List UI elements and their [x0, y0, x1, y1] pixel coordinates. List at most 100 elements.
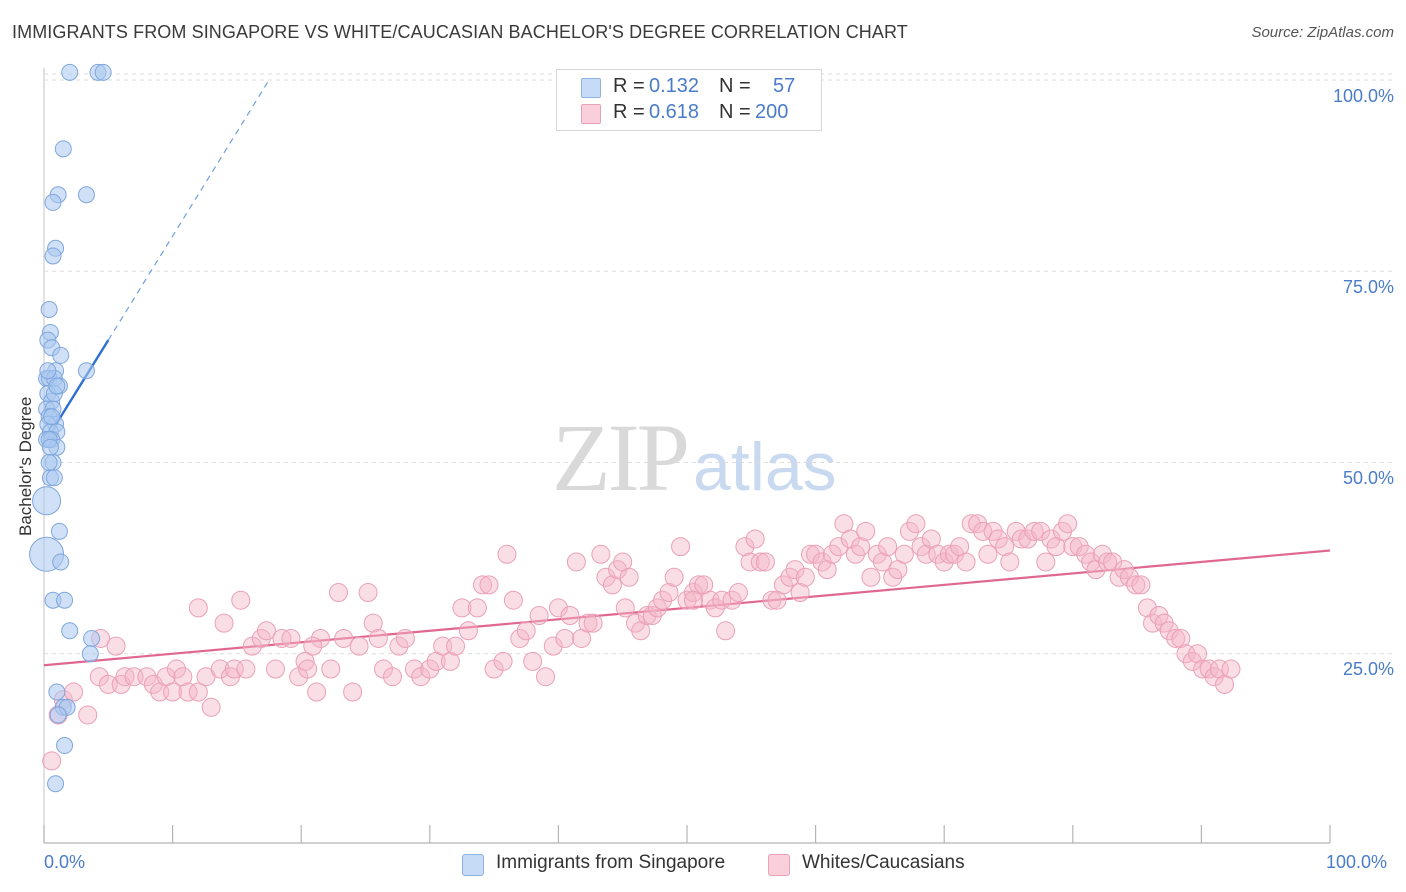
data-point-caucasian: [334, 628, 354, 648]
data-point-caucasian: [201, 697, 221, 717]
data-point-caucasian: [728, 583, 748, 603]
data-point-caucasian: [166, 659, 186, 679]
data-point-caucasian: [446, 636, 466, 656]
data-point-caucasian: [536, 667, 556, 687]
gridlines: [44, 73, 1392, 655]
data-point-caucasian: [343, 682, 363, 702]
data-point-singapore: [50, 522, 68, 540]
data-point-caucasian: [790, 583, 810, 603]
watermark-zip: ZIP: [552, 404, 690, 511]
data-point-caucasian: [516, 621, 536, 641]
legend-r-label: R =: [613, 75, 645, 97]
data-point-caucasian: [637, 606, 657, 625]
data-point-caucasian: [395, 628, 415, 648]
data-point-singapore: [56, 737, 74, 755]
bottom-legend-swatch-caucasian: [768, 854, 790, 876]
data-point-singapore: [44, 247, 62, 265]
data-point-caucasian: [231, 590, 251, 610]
data-point-caucasian: [583, 613, 603, 633]
data-point-caucasian: [503, 590, 523, 610]
data-point-caucasian: [785, 560, 805, 580]
legend: R = 0.132 N = 57 R = 0.618 N = 200: [556, 69, 822, 131]
data-point-caucasian: [659, 583, 679, 603]
data-point-caucasian: [705, 598, 725, 618]
data-point-caucasian: [822, 544, 842, 564]
legend-swatch-singapore: [581, 78, 601, 98]
data-point-caucasian: [615, 598, 635, 618]
data-point-caucasian: [363, 613, 383, 633]
data-point-caucasian: [956, 552, 976, 572]
data-point-caucasian: [1221, 659, 1241, 679]
data-point-caucasian: [543, 636, 563, 656]
data-point-caucasian: [298, 659, 318, 679]
data-point-caucasian: [440, 651, 460, 671]
data-point-caucasian: [1058, 514, 1078, 534]
data-point-caucasian: [829, 537, 849, 557]
data-point-caucasian: [712, 590, 732, 610]
data-point-caucasian: [78, 705, 98, 725]
data-point-caucasian: [236, 659, 256, 679]
chart-title: IMMIGRANTS FROM SINGAPORE VS WHITE/CAUCA…: [12, 22, 908, 42]
data-point-caucasian: [806, 544, 826, 564]
data-point-caucasian: [389, 636, 409, 656]
data-point-caucasian: [578, 613, 598, 633]
data-point-caucasian: [1171, 628, 1191, 648]
data-point-caucasian: [602, 575, 622, 595]
legend-n-label: N =: [719, 101, 751, 123]
data-point-caucasian: [1137, 598, 1157, 618]
data-point-caucasian: [995, 537, 1015, 557]
data-point-caucasian: [856, 521, 876, 541]
data-point-caucasian: [349, 636, 369, 656]
data-point-caucasian: [178, 682, 198, 702]
data-point-caucasian: [596, 567, 616, 587]
points-singapore: [29, 63, 112, 793]
data-point-caucasian: [1024, 521, 1044, 541]
data-point-caucasian: [872, 552, 892, 572]
legend-row-singapore: R = 0.132 N = 57: [557, 75, 821, 101]
data-point-caucasian: [1143, 613, 1163, 633]
data-point-caucasian: [928, 544, 948, 564]
legend-r-value: 0.132: [649, 75, 700, 97]
data-point-caucasian: [899, 521, 919, 541]
data-point-caucasian: [42, 751, 62, 771]
data-point-caucasian: [163, 682, 183, 702]
data-point-caucasian: [716, 621, 736, 641]
data-point-caucasian: [224, 659, 244, 679]
data-point-caucasian: [683, 590, 703, 610]
data-point-singapore: [44, 193, 62, 211]
data-point-caucasian: [173, 667, 193, 687]
y-axis-label-wrap: Bachelor's Degree: [16, 397, 40, 736]
data-point-singapore: [94, 63, 112, 81]
data-point-caucasian: [560, 606, 580, 625]
data-point-caucasian: [1126, 575, 1146, 595]
data-point-caucasian: [473, 575, 493, 595]
data-point-singapore: [48, 377, 66, 395]
data-point-singapore: [81, 645, 99, 663]
watermark: ZIPatlas: [552, 402, 837, 513]
data-point-caucasian: [773, 575, 793, 595]
data-point-caucasian: [861, 567, 881, 587]
y-tick-25: 25.0%: [1342, 659, 1394, 679]
data-point-caucasian: [479, 575, 499, 595]
data-point-caucasian: [735, 537, 755, 557]
data-point-caucasian: [321, 659, 341, 679]
data-point-caucasian: [755, 552, 775, 572]
data-point-singapore: [39, 362, 57, 380]
data-point-caucasian: [510, 628, 530, 648]
data-point-caucasian: [664, 567, 684, 587]
data-point-caucasian: [878, 537, 898, 557]
bottom-legend-caucasian: Whites/Caucasians: [768, 852, 1008, 876]
data-point-caucasian: [1193, 659, 1213, 679]
data-point-caucasian: [689, 575, 709, 595]
data-point-caucasian: [961, 514, 981, 534]
data-point-singapore: [40, 454, 58, 471]
axes: [43, 68, 1331, 844]
data-point-caucasian: [795, 567, 815, 587]
data-point-singapore: [52, 346, 70, 364]
data-point-caucasian: [817, 560, 837, 580]
data-point-caucasian: [1000, 552, 1020, 572]
legend-n-value: 57: [773, 75, 796, 97]
bottom-legend-label-singapore: Immigrants from Singapore: [496, 852, 726, 873]
data-point-caucasian: [973, 521, 993, 541]
legend-r-value: 0.618: [649, 101, 700, 123]
